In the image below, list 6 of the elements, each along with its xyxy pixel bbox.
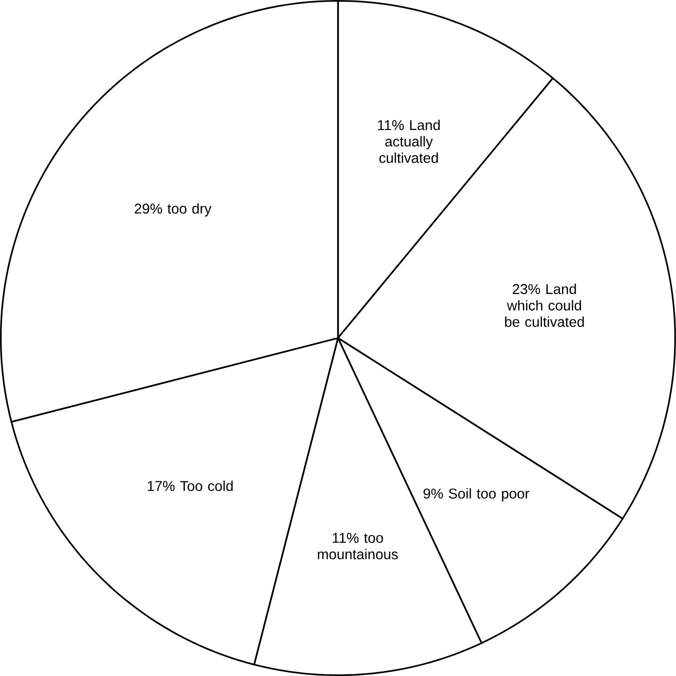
slice-label: 11% too mountainous [318, 532, 398, 560]
slice-label: 29% too dry [134, 203, 212, 216]
slice-label: 11% Land actually cultivated [378, 120, 440, 163]
slice-label: 23% Land which could be cultivated [505, 284, 584, 327]
slice-label: 17% Too cold [148, 480, 233, 492]
slice-label: 9% Soil too poor [424, 488, 530, 502]
